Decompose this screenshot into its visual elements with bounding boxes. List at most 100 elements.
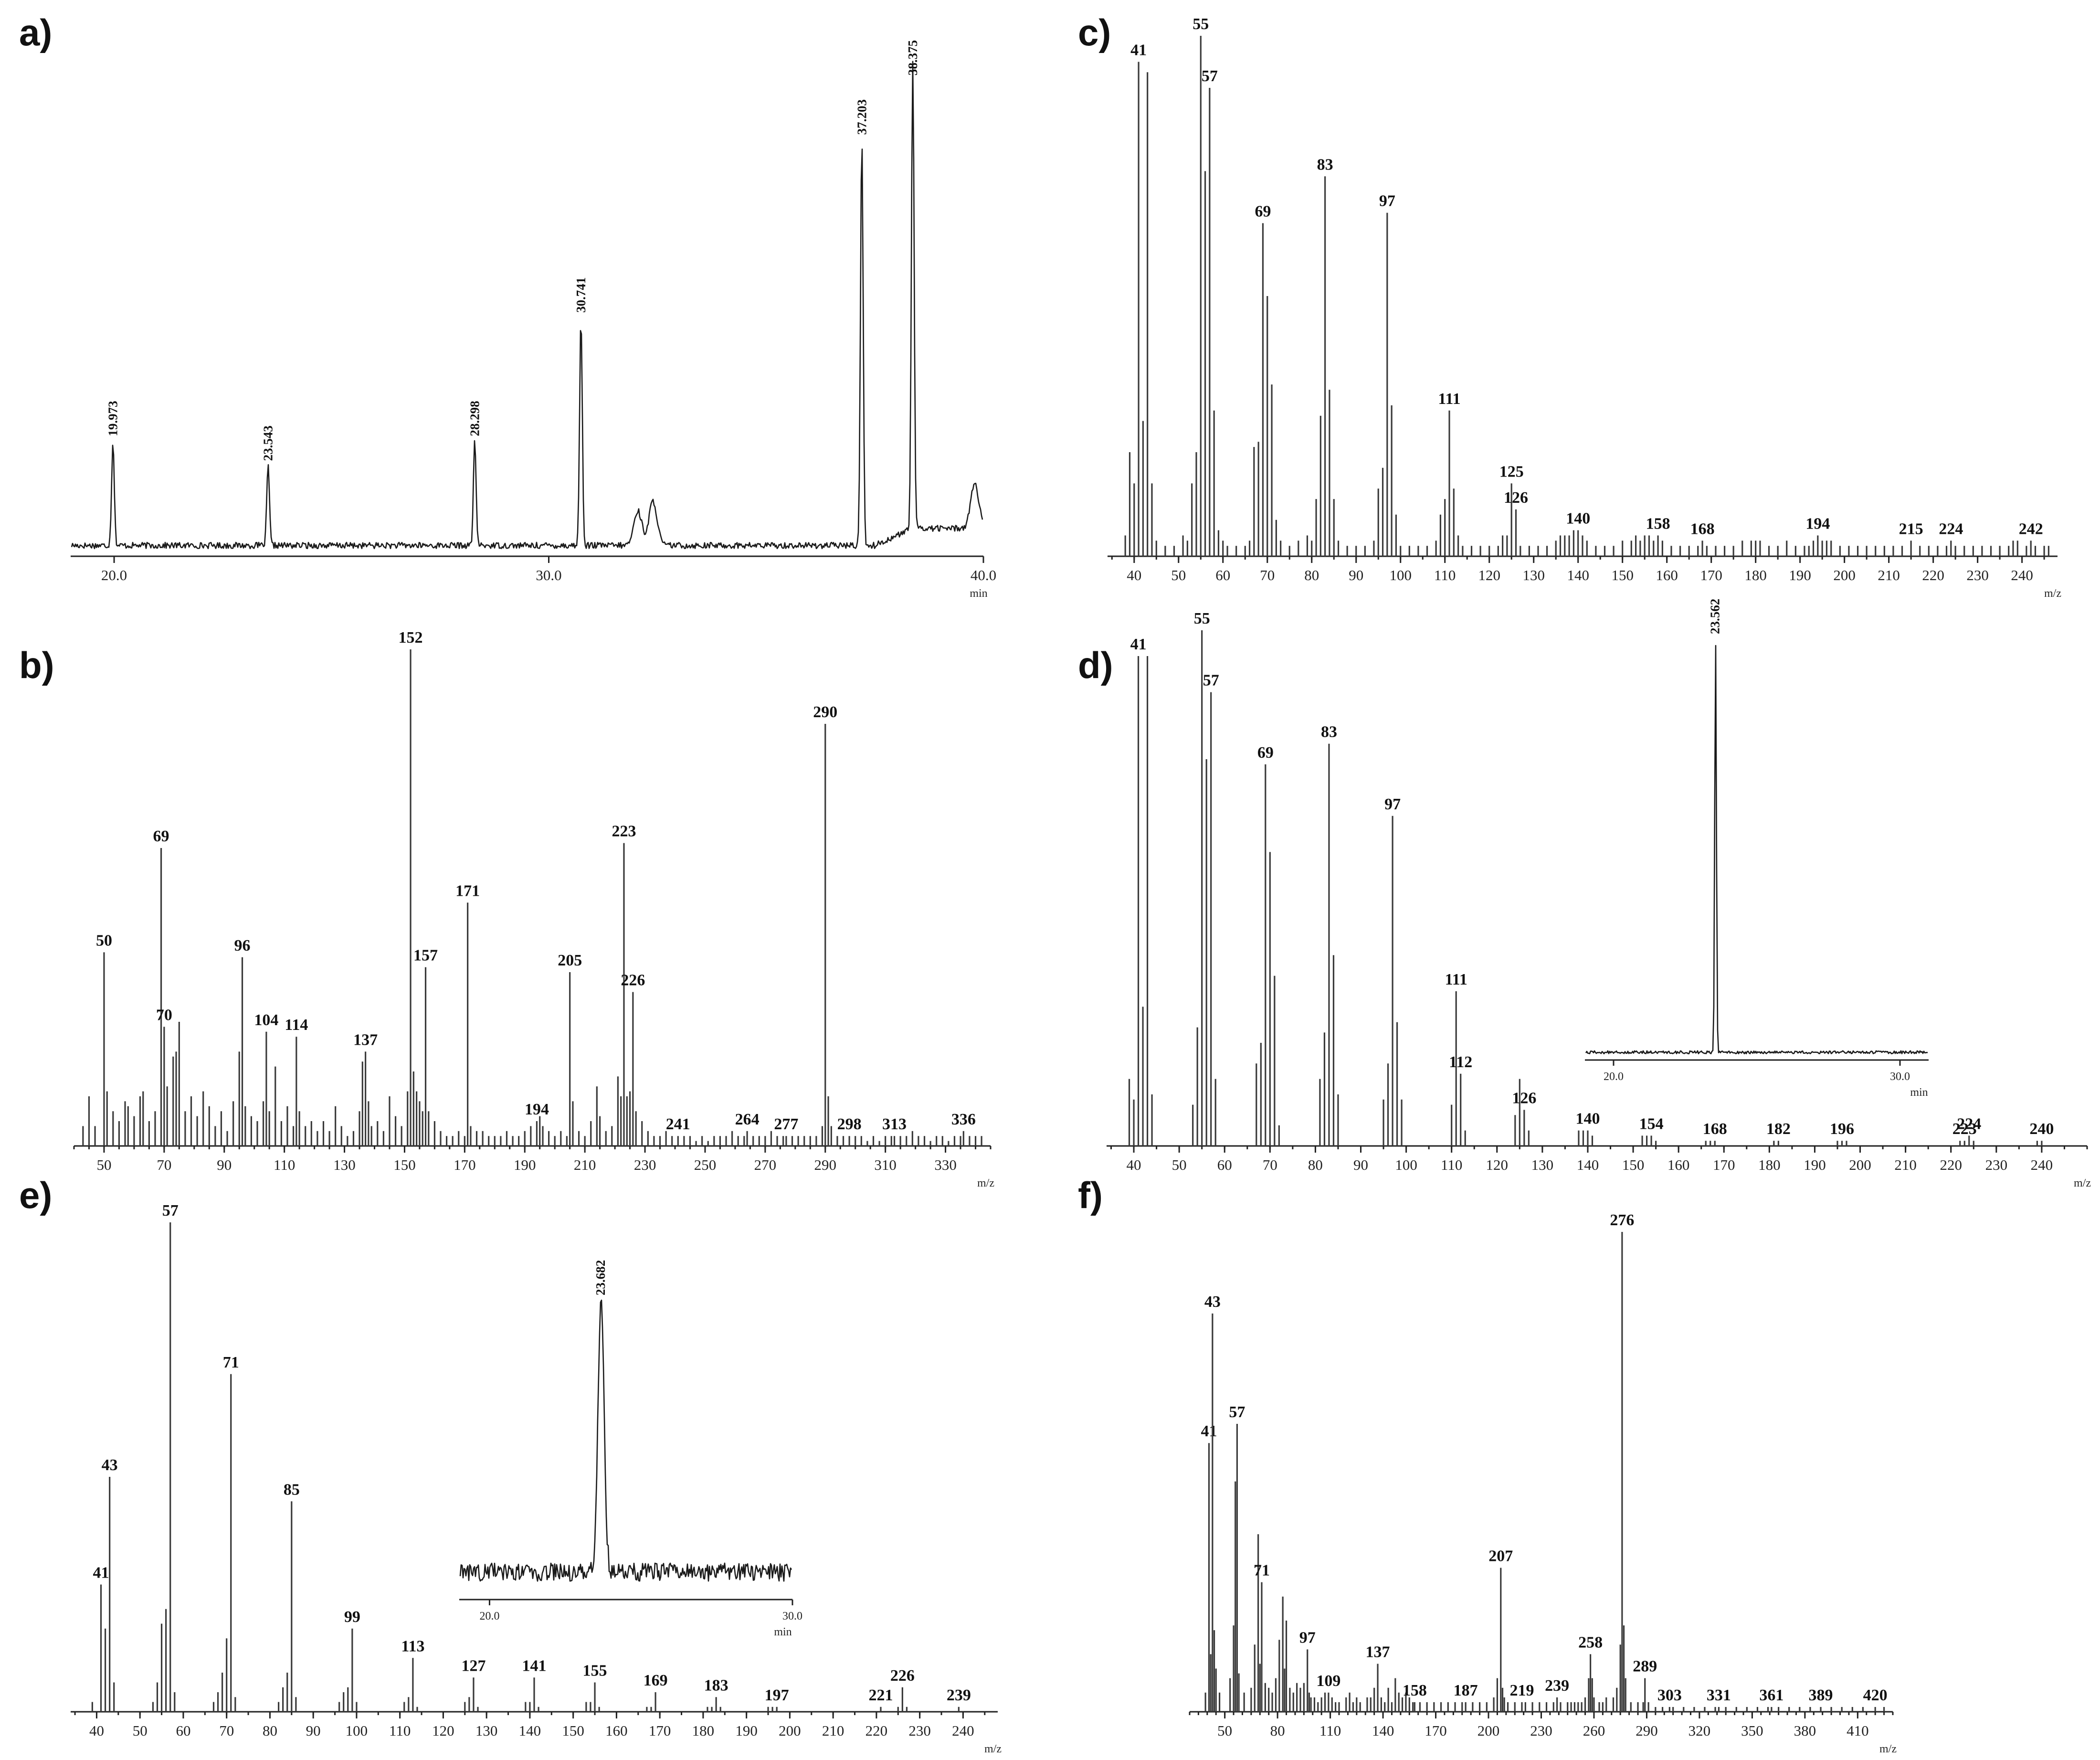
x-tick-label: 120 <box>432 1722 454 1739</box>
x-tick-label: 140 <box>1567 567 1589 583</box>
peak-label: 277 <box>774 1115 798 1133</box>
inset-x-tick-label: 20.0 <box>479 1610 499 1622</box>
peak-label: 158 <box>1403 1682 1427 1699</box>
x-axis-unit: m/z <box>1879 1743 1897 1755</box>
x-tick-label: 240 <box>2031 1156 2053 1173</box>
peak-label: 154 <box>1639 1115 1664 1133</box>
x-tick-label: 180 <box>1744 567 1767 583</box>
peak-label: 97 <box>1299 1629 1316 1646</box>
x-axis-unit: m/z <box>2044 587 2061 600</box>
x-tick-label: 250 <box>694 1156 717 1173</box>
x-tick-label: 210 <box>1894 1156 1917 1173</box>
x-tick-label: 170 <box>1425 1722 1447 1739</box>
peak-label: 298 <box>837 1115 862 1133</box>
x-tick-label: 270 <box>754 1156 777 1173</box>
peak-label: 41 <box>1130 636 1147 653</box>
retention-time-label: 38.375 <box>906 40 920 75</box>
peak-label: 276 <box>1610 1211 1634 1229</box>
x-tick-label: 320 <box>1688 1722 1711 1739</box>
peak-label: 196 <box>1830 1120 1854 1138</box>
x-tick-label: 150 <box>393 1156 416 1173</box>
peak-label: 127 <box>461 1657 485 1675</box>
x-tick-label: 60 <box>1217 1156 1232 1173</box>
peak-label: 219 <box>1509 1682 1534 1699</box>
x-tick-label: 70 <box>1263 1156 1277 1173</box>
peak-label: 290 <box>813 703 837 721</box>
x-tick-label: 90 <box>1349 567 1363 583</box>
peak-label: 264 <box>735 1111 760 1128</box>
x-tick-label: 380 <box>1794 1722 1816 1739</box>
peak-label: 57 <box>1229 1403 1245 1421</box>
x-tick-label: 130 <box>333 1156 356 1173</box>
peak-label: 85 <box>284 1481 300 1498</box>
x-tick-label: 200 <box>1849 1156 1871 1173</box>
x-tick-label: 190 <box>1804 1156 1826 1173</box>
x-tick-label: 80 <box>1270 1722 1285 1739</box>
x-tick-label: 100 <box>1389 567 1412 583</box>
peak-label: 140 <box>1566 510 1590 528</box>
peak-label: 241 <box>666 1115 690 1133</box>
peak-label: 50 <box>96 932 112 949</box>
peak-label: 41 <box>93 1564 109 1582</box>
panel-label: f) <box>1078 1174 1103 1216</box>
peak-label: 205 <box>558 952 582 969</box>
inset-x-axis-unit: min <box>1910 1086 1928 1099</box>
x-tick-label: 40 <box>1127 1156 1141 1173</box>
x-tick-label: 230 <box>1966 567 1989 583</box>
x-tick-label: 70 <box>1260 567 1275 583</box>
x-tick-label: 210 <box>574 1156 596 1173</box>
x-tick-label: 230 <box>1985 1156 2008 1173</box>
peak-label: 57 <box>1202 67 1218 85</box>
x-tick-label: 80 <box>1308 1156 1323 1173</box>
peak-label: 97 <box>1384 795 1401 813</box>
x-axis-unit: min <box>970 587 987 600</box>
peak-label: 171 <box>455 882 480 900</box>
x-tick-label: 170 <box>1700 567 1722 583</box>
x-tick-label: 410 <box>1847 1722 1869 1739</box>
x-tick-label: 240 <box>952 1722 974 1739</box>
panel-e: e) 40 50 60 70 80 90 100 110 120 130 140 150 160 170 18… <box>19 1174 1002 1755</box>
x-tick-label: 160 <box>1656 567 1678 583</box>
x-tick-label: 50 <box>1217 1722 1232 1739</box>
x-tick-label: 190 <box>514 1156 536 1173</box>
peak-label: 111 <box>1438 390 1460 408</box>
x-tick-label: 170 <box>1713 1156 1735 1173</box>
panel-label: a) <box>19 11 52 53</box>
x-tick-label: 90 <box>306 1722 321 1739</box>
inset-x-tick-label: 20.0 <box>1604 1071 1624 1083</box>
panel-label: d) <box>1078 644 1113 686</box>
x-tick-label: 110 <box>1434 567 1456 583</box>
x-tick-label: 220 <box>1922 567 1944 583</box>
inset-chromatogram-trace <box>459 1299 792 1582</box>
x-tick-label: 180 <box>1758 1156 1781 1173</box>
peak-label: 137 <box>1366 1643 1390 1661</box>
peak-label: 420 <box>1863 1686 1888 1704</box>
peak-label: 70 <box>156 1006 172 1024</box>
chromatogram-trace <box>71 61 983 550</box>
x-tick-label: 160 <box>605 1722 628 1739</box>
peak-label: 224 <box>1939 520 1963 538</box>
x-tick-label: 170 <box>454 1156 476 1173</box>
retention-time-label: 23.543 <box>261 425 275 461</box>
inset-retention-time-label: 23.562 <box>1708 599 1722 634</box>
x-tick-label: 110 <box>274 1156 295 1173</box>
peak-label: 258 <box>1578 1633 1603 1651</box>
x-tick-label: 220 <box>1940 1156 1962 1173</box>
x-tick-label: 40 <box>1127 567 1141 583</box>
x-tick-label: 260 <box>1583 1722 1605 1739</box>
peak-label: 223 <box>612 823 636 840</box>
panel-a: a) 20.0 30.0 40.0 min 19.973 23.543 28.298 30.74… <box>19 11 996 600</box>
panel-label: e) <box>19 1174 52 1216</box>
x-tick-label: 120 <box>1486 1156 1509 1173</box>
x-tick-label: 230 <box>634 1156 656 1173</box>
peak-label: 141 <box>522 1657 547 1675</box>
peak-label: 113 <box>401 1637 424 1655</box>
x-tick-label: 150 <box>1611 567 1634 583</box>
peak-label: 41 <box>1201 1422 1217 1440</box>
peak-label: 83 <box>1321 723 1337 741</box>
peak-label: 83 <box>1317 156 1333 173</box>
peak-label: 187 <box>1454 1682 1478 1699</box>
panels: a) 20.0 30.0 40.0 min 19.973 23.543 28.298 30.74… <box>19 11 2091 1755</box>
peak-label: 194 <box>525 1101 549 1118</box>
